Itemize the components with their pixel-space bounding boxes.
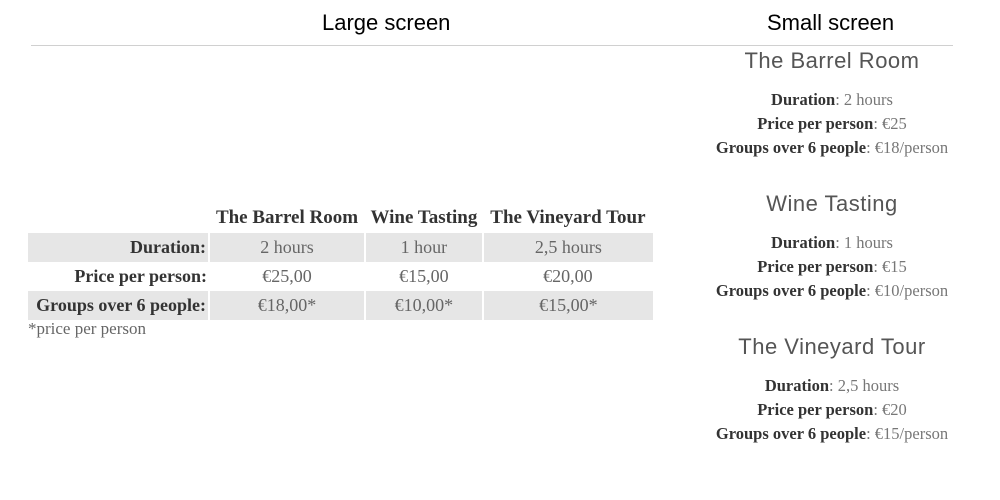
card-details: Duration: 2 hours Price per person: €25 …: [690, 88, 974, 160]
table-cell: €20,00: [543, 266, 593, 286]
column-header-barrel-room: The Barrel Room: [215, 207, 359, 228]
large-screen-heading: Large screen: [322, 10, 451, 35]
row-label-price: Price per person:: [74, 266, 207, 286]
card-vineyard-tour: The Vineyard Tour Duration: 2,5 hours Pr…: [690, 334, 974, 446]
card-title: The Barrel Room: [744, 48, 920, 73]
table-cell: €15,00*: [481, 291, 653, 320]
card-line-price: Price per person: €25: [690, 112, 974, 136]
card-value: : €25: [873, 114, 907, 133]
table-header-row: The Barrel Room Wine Tasting The Vineyar…: [28, 200, 653, 233]
card-value: : 1 hours: [835, 233, 893, 252]
card-value: : €20: [873, 400, 907, 419]
card-line-groups: Groups over 6 people: €18/person: [690, 136, 974, 160]
table-cell: €10,00*: [364, 291, 483, 320]
card-details: Duration: 2,5 hours Price per person: €2…: [690, 374, 974, 446]
card-value: : €15/person: [866, 424, 949, 443]
table-cell: €25,00: [262, 266, 312, 286]
pricing-table: The Barrel Room Wine Tasting The Vineyar…: [28, 200, 653, 320]
card-label: Price per person: [757, 114, 874, 133]
card-line-groups: Groups over 6 people: €15/person: [690, 422, 974, 446]
table-cell: €18,00*: [207, 291, 366, 320]
small-screen-heading: Small screen: [767, 10, 895, 35]
table-cell: 2 hours: [207, 233, 366, 262]
card-line-duration: Duration: 2,5 hours: [690, 374, 974, 398]
card-label: Duration: [771, 90, 836, 109]
card-line-duration: Duration: 1 hours: [690, 231, 974, 255]
card-label: Groups over 6 people: [715, 281, 867, 300]
card-barrel-room: The Barrel Room Duration: 2 hours Price …: [690, 48, 974, 160]
column-header-wine-tasting: Wine Tasting: [370, 207, 478, 228]
table-row-groups: Groups over 6 people: €18,00* €10,00* €1…: [28, 291, 653, 320]
column-header-vineyard-tour: The Vineyard Tour: [490, 207, 646, 228]
card-label: Price per person: [757, 257, 874, 276]
card-label: Duration: [764, 376, 830, 395]
table-footnote: *price per person: [28, 319, 147, 338]
table-cell: 1 hour: [364, 233, 483, 262]
card-line-duration: Duration: 2 hours: [690, 88, 974, 112]
card-label: Duration: [771, 233, 836, 252]
table-row-duration: Duration: 2 hours 1 hour 2,5 hours: [28, 233, 653, 262]
card-value: : 2,5 hours: [829, 376, 900, 395]
card-line-groups: Groups over 6 people: €10/person: [690, 279, 974, 303]
card-details: Duration: 1 hours Price per person: €15 …: [690, 231, 974, 303]
table-cell: 2,5 hours: [481, 233, 653, 262]
row-label-duration: Duration:: [28, 233, 209, 262]
card-value: : €18/person: [866, 138, 949, 157]
card-label: Price per person: [757, 400, 874, 419]
table-corner-cell: [28, 200, 209, 233]
card-value: : 2 hours: [835, 90, 893, 109]
table-row-price: Price per person: €25,00 €15,00 €20,00: [28, 262, 653, 291]
card-line-price: Price per person: €20: [690, 398, 974, 422]
card-label: Groups over 6 people: [715, 424, 867, 443]
row-label-groups: Groups over 6 people:: [28, 291, 209, 320]
card-title: The Vineyard Tour: [738, 334, 926, 359]
card-line-price: Price per person: €15: [690, 255, 974, 279]
card-wine-tasting: Wine Tasting Duration: 1 hours Price per…: [690, 191, 974, 303]
card-value: : €15: [873, 257, 907, 276]
card-title: Wine Tasting: [766, 191, 898, 216]
header-divider: [31, 45, 953, 46]
card-label: Groups over 6 people: [715, 138, 867, 157]
table-cell: €15,00: [399, 266, 449, 286]
card-value: : €10/person: [866, 281, 949, 300]
